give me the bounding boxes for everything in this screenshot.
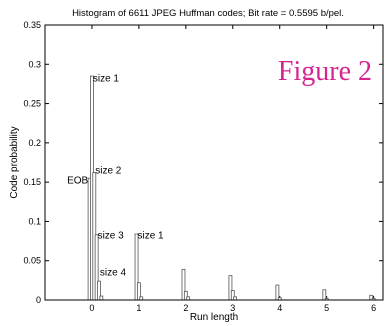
y-tick-label: 0.1 (28, 216, 41, 226)
figure-label: Figure 2 (278, 56, 372, 87)
bar-annotation: size 4 (100, 268, 127, 279)
x-axis-label: Run length (190, 312, 238, 323)
y-tick-label: 0 (36, 295, 41, 305)
y-axis-label: Code probability (9, 126, 20, 198)
y-tick-label: 0.35 (23, 20, 41, 30)
y-tick-label: 0.3 (28, 59, 41, 69)
x-tick-label: 0 (89, 303, 94, 313)
bar-annotation: size 3 (98, 231, 125, 242)
bar-annotation: size 1 (93, 73, 120, 84)
x-tick-label: 2 (183, 303, 188, 313)
bar-annotation: size 2 (95, 165, 122, 176)
x-tick-label: 6 (371, 303, 376, 313)
y-tick-label: 0.15 (23, 177, 41, 187)
y-tick-label: 0.2 (28, 138, 41, 148)
y-tick-label: 0.05 (23, 256, 41, 266)
bar-annotation: EOB (67, 176, 88, 187)
x-tick-label: 5 (324, 303, 329, 313)
y-tick-label: 0.25 (23, 99, 41, 109)
plot-frame (44, 24, 384, 301)
histogram-bar (99, 295, 104, 301)
x-tick-label: 4 (277, 303, 282, 313)
chart-title: Histogram of 6611 JPEG Huffman codes; Bi… (72, 8, 344, 19)
x-tick-label: 1 (136, 303, 141, 313)
x-tick-label: 3 (230, 303, 235, 313)
bar-annotation: size 1 (137, 231, 164, 242)
